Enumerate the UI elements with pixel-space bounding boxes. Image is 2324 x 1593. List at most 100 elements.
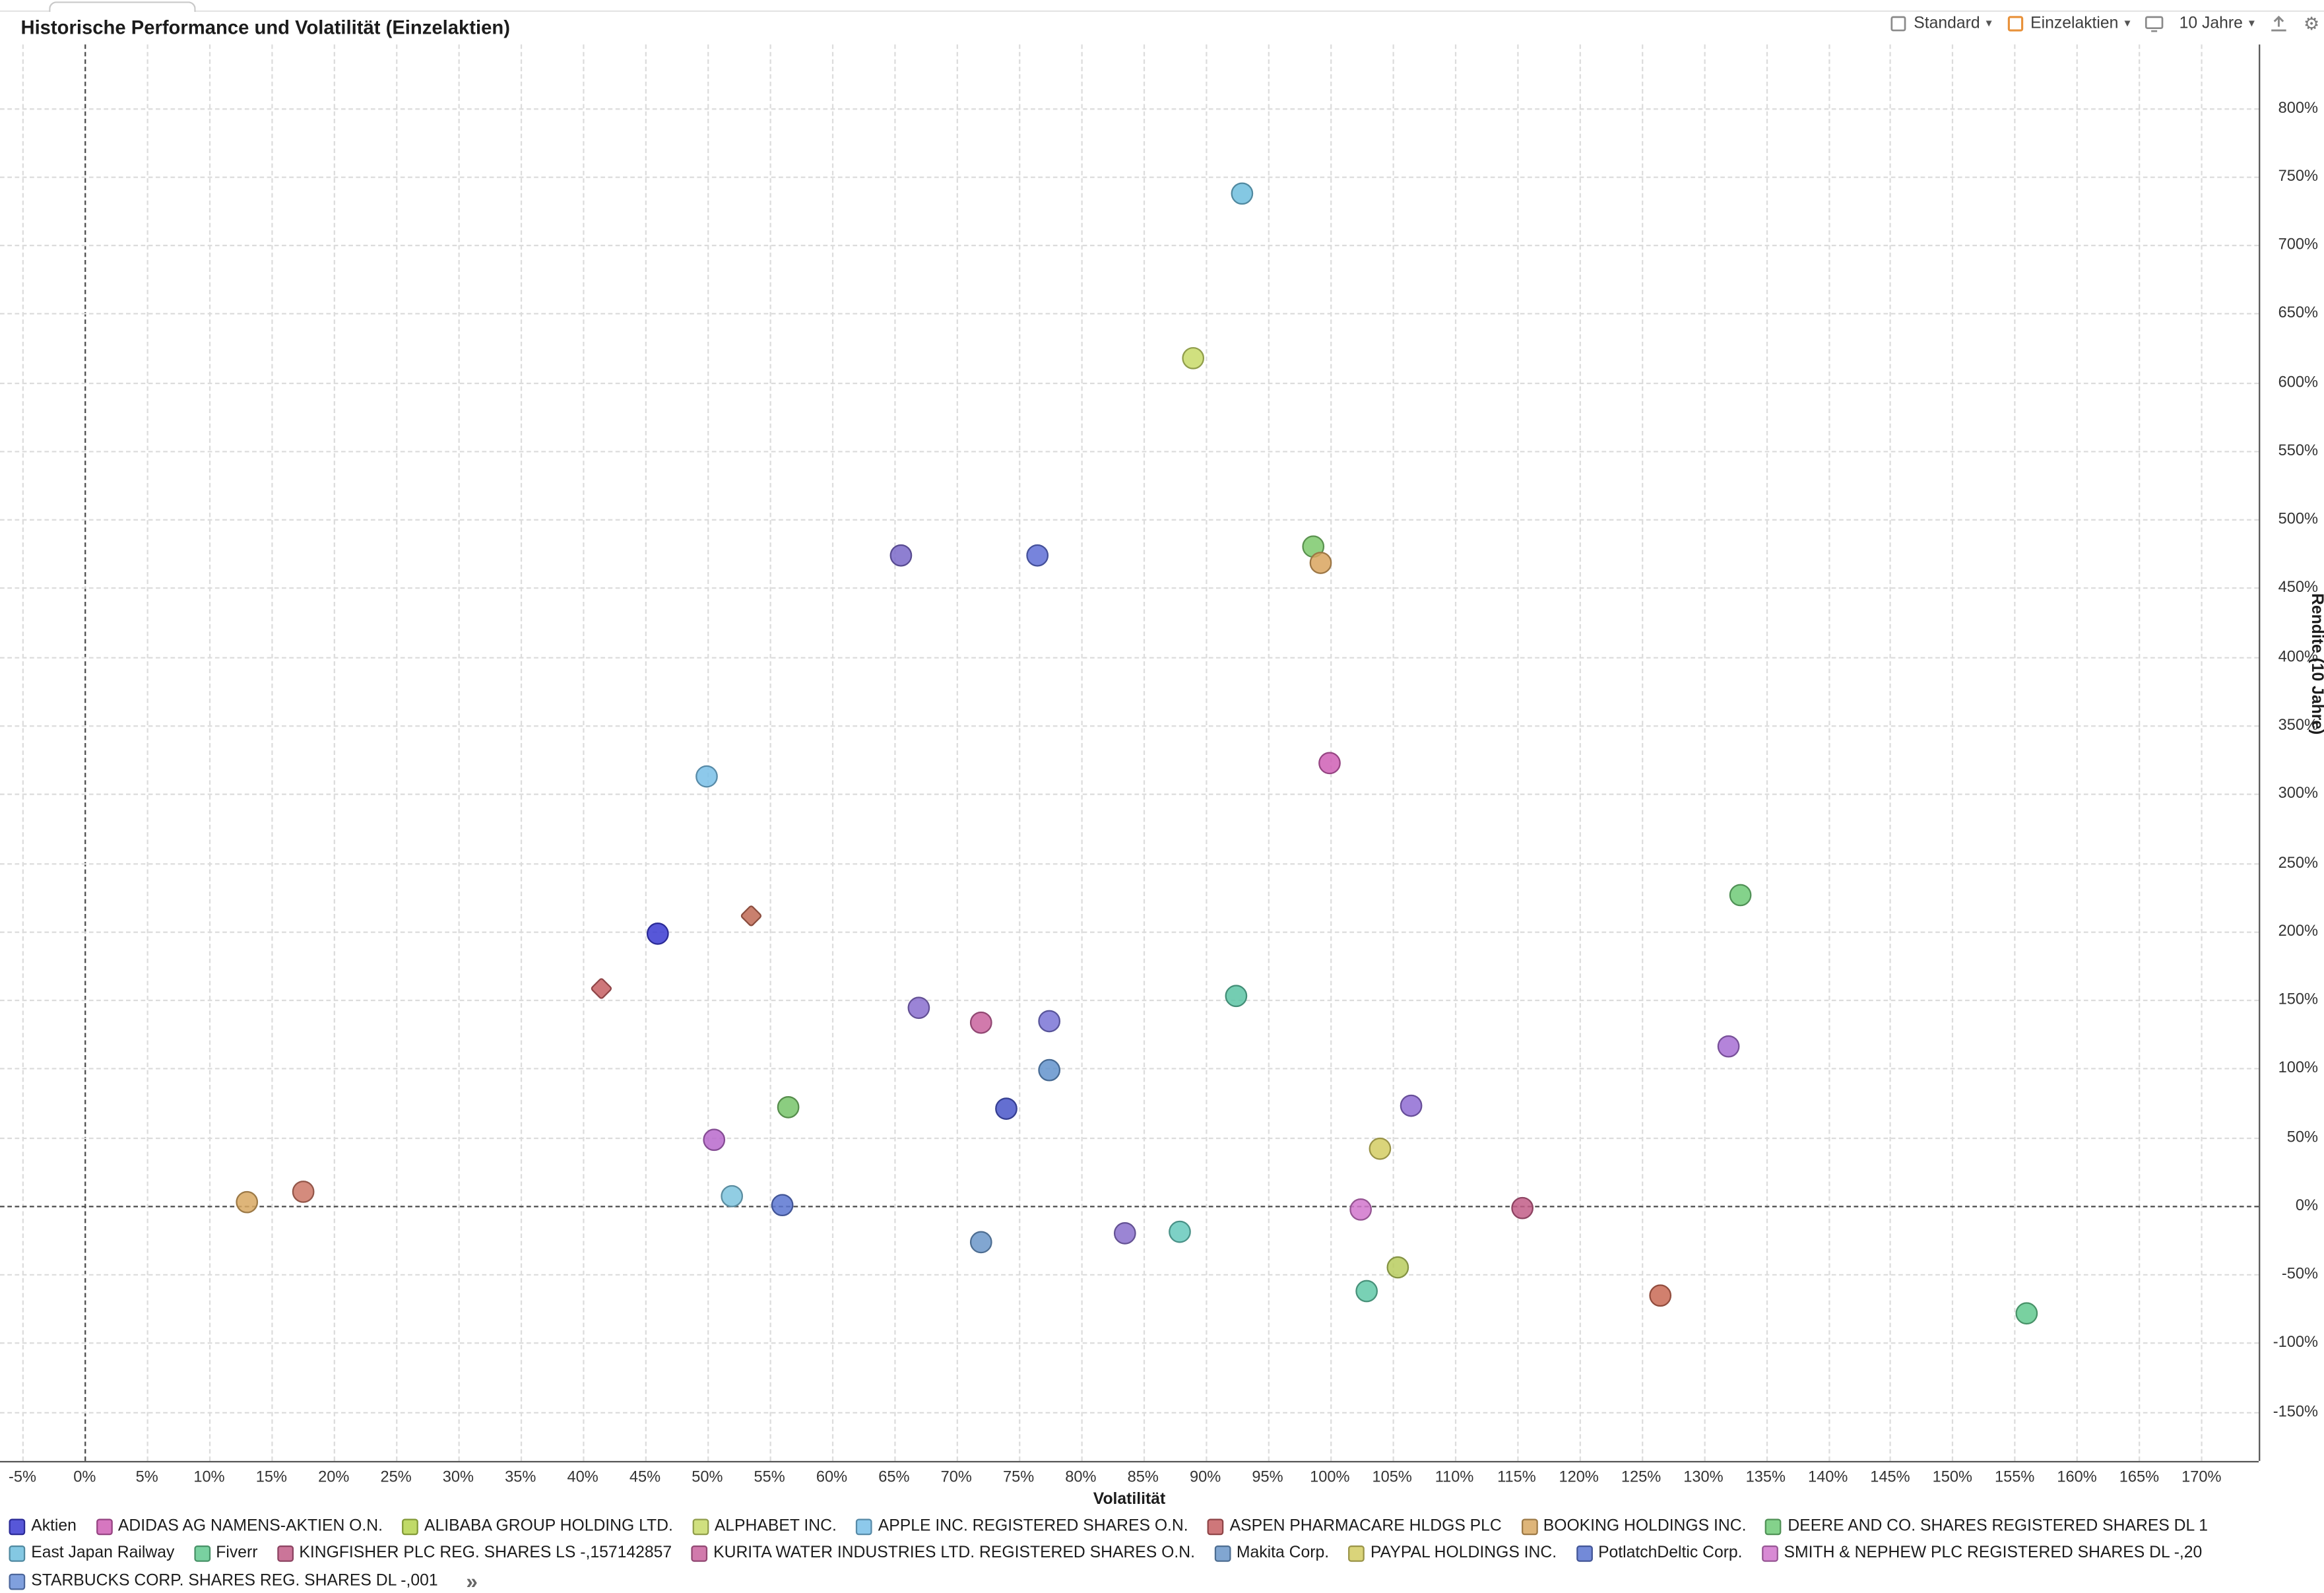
legend-item[interactable]: East Japan Railway (9, 1544, 174, 1562)
legend-item[interactable]: SMITH & NEPHEW PLC REGISTERED SHARES DL … (1761, 1544, 2202, 1562)
data-point[interactable] (235, 1190, 258, 1213)
legend-swatch (9, 1518, 26, 1535)
gridline (0, 1000, 2259, 1002)
data-point[interactable] (721, 1185, 744, 1208)
legend-label: East Japan Railway (31, 1544, 175, 1562)
x-tick-label: 10% (193, 1468, 225, 1487)
y-tick-label: 700% (2278, 236, 2318, 254)
zeitraum-dropdown[interactable]: 10 Jahre ▾ (2179, 15, 2255, 32)
gridline (520, 44, 523, 1461)
data-point[interactable] (1318, 752, 1341, 775)
data-point[interactable] (1038, 1058, 1061, 1081)
data-point[interactable] (1113, 1221, 1136, 1245)
data-point[interactable] (695, 765, 719, 787)
gridline (209, 44, 211, 1461)
legend-item[interactable]: DEERE AND CO. SHARES REGISTERED SHARES D… (1765, 1517, 2208, 1535)
legend-item[interactable]: Fiverr (193, 1544, 257, 1562)
data-point[interactable] (1310, 552, 1332, 575)
legend-swatch (1576, 1544, 1593, 1561)
gridline (1952, 44, 1954, 1461)
legend-item[interactable]: BOOKING HOLDINGS INC. (1521, 1517, 1746, 1535)
data-point[interactable] (1181, 347, 1204, 370)
y-tick-label: -150% (2273, 1402, 2318, 1421)
legend-swatch (1348, 1544, 1365, 1561)
data-point[interactable] (771, 1194, 793, 1217)
x-tick-label: 30% (442, 1468, 474, 1487)
x-tick-label: 65% (878, 1468, 910, 1487)
caret-down-icon: ▾ (2248, 16, 2255, 30)
data-point[interactable] (994, 1097, 1017, 1120)
top-tab[interactable] (49, 1, 196, 12)
legend-item[interactable]: ALPHABET INC. (692, 1517, 837, 1535)
legend-item[interactable]: PAYPAL HOLDINGS INC. (1348, 1544, 1557, 1562)
data-point[interactable] (1026, 544, 1049, 566)
gridline (956, 44, 958, 1461)
data-point[interactable] (1356, 1280, 1378, 1302)
y-tick-label: -50% (2281, 1265, 2318, 1284)
data-point[interactable] (1231, 183, 1254, 205)
legend-swatch (193, 1544, 210, 1561)
data-point[interactable] (1225, 984, 1248, 1007)
page-title: Historische Performance und Volatilität … (20, 16, 510, 39)
data-point[interactable] (646, 923, 669, 946)
gear-icon: ⚙ (2304, 13, 2320, 34)
gridline (707, 44, 709, 1461)
x-tick-label: 120% (1559, 1468, 1599, 1487)
legend-item[interactable]: APPLE INC. REGISTERED SHARES O.N. (856, 1517, 1188, 1535)
gridline (1018, 44, 1020, 1461)
data-point[interactable] (907, 996, 930, 1020)
gridline (1454, 44, 1456, 1461)
data-point[interactable] (1368, 1136, 1391, 1159)
legend-item[interactable]: ASPEN PHARMACARE HLDGS PLC (1207, 1517, 1502, 1535)
data-point[interactable] (777, 1095, 800, 1119)
data-point[interactable] (1400, 1094, 1422, 1117)
data-point[interactable] (291, 1181, 314, 1204)
legend-swatch (9, 1544, 26, 1561)
gridline (0, 519, 2259, 521)
data-point[interactable] (1511, 1197, 1534, 1220)
legend-item[interactable]: ADIDAS AG NAMENS-AKTIEN O.N. (96, 1517, 383, 1535)
legend-item[interactable]: ALIBABA GROUP HOLDING LTD. (402, 1517, 673, 1535)
data-point[interactable] (1169, 1220, 1192, 1243)
data-point[interactable] (970, 1231, 992, 1254)
legend-item[interactable]: Makita Corp. (1214, 1544, 1329, 1562)
y-tick-label: 200% (2278, 922, 2318, 940)
data-point[interactable] (1648, 1284, 1671, 1307)
legend-swatch (1214, 1544, 1231, 1561)
gridline (0, 313, 2259, 315)
gridline (22, 44, 24, 1461)
gridline (0, 1274, 2259, 1276)
legend-item[interactable]: KURITA WATER INDUSTRIES LTD. REGISTERED … (691, 1544, 1195, 1562)
settings-button[interactable]: ⚙ (2304, 15, 2319, 32)
legend-swatch (856, 1518, 872, 1535)
legend-item[interactable]: PotlatchDeltic Corp. (1576, 1544, 1743, 1562)
y-tick-label: 500% (2278, 510, 2318, 529)
x-tick-label: 125% (1621, 1468, 1662, 1487)
data-point[interactable] (1729, 884, 1752, 907)
export-button[interactable] (2269, 15, 2288, 32)
zeitraum-dropdown-label: 10 Jahre (2179, 15, 2243, 33)
y-tick-label: 600% (2278, 373, 2318, 391)
data-point[interactable] (1349, 1198, 1372, 1221)
data-point[interactable] (889, 544, 912, 566)
data-point[interactable] (589, 977, 613, 1000)
legend-item[interactable]: Aktien (9, 1517, 77, 1535)
x-tick-label: 140% (1807, 1468, 1848, 1487)
legend-swatch (1761, 1544, 1778, 1561)
data-point[interactable] (1387, 1256, 1409, 1279)
data-point[interactable] (2016, 1301, 2038, 1324)
gridline (1516, 44, 1518, 1461)
data-point[interactable] (702, 1128, 725, 1152)
gridline (583, 44, 585, 1461)
data-point[interactable] (970, 1012, 992, 1035)
data-point[interactable] (1717, 1035, 1740, 1058)
legend-label: KURITA WATER INDUSTRIES LTD. REGISTERED … (713, 1544, 1196, 1562)
standard-dropdown[interactable]: Standard ▾ (1890, 15, 1992, 32)
data-point[interactable] (1038, 1010, 1061, 1033)
legend-item[interactable]: KINGFISHER PLC REG. SHARES LS -,15714285… (276, 1544, 672, 1562)
gridline (0, 1068, 2259, 1070)
einzelaktien-dropdown[interactable]: Einzelaktien ▾ (2007, 15, 2130, 32)
screen-button[interactable] (2145, 15, 2164, 32)
data-point[interactable] (739, 904, 763, 928)
